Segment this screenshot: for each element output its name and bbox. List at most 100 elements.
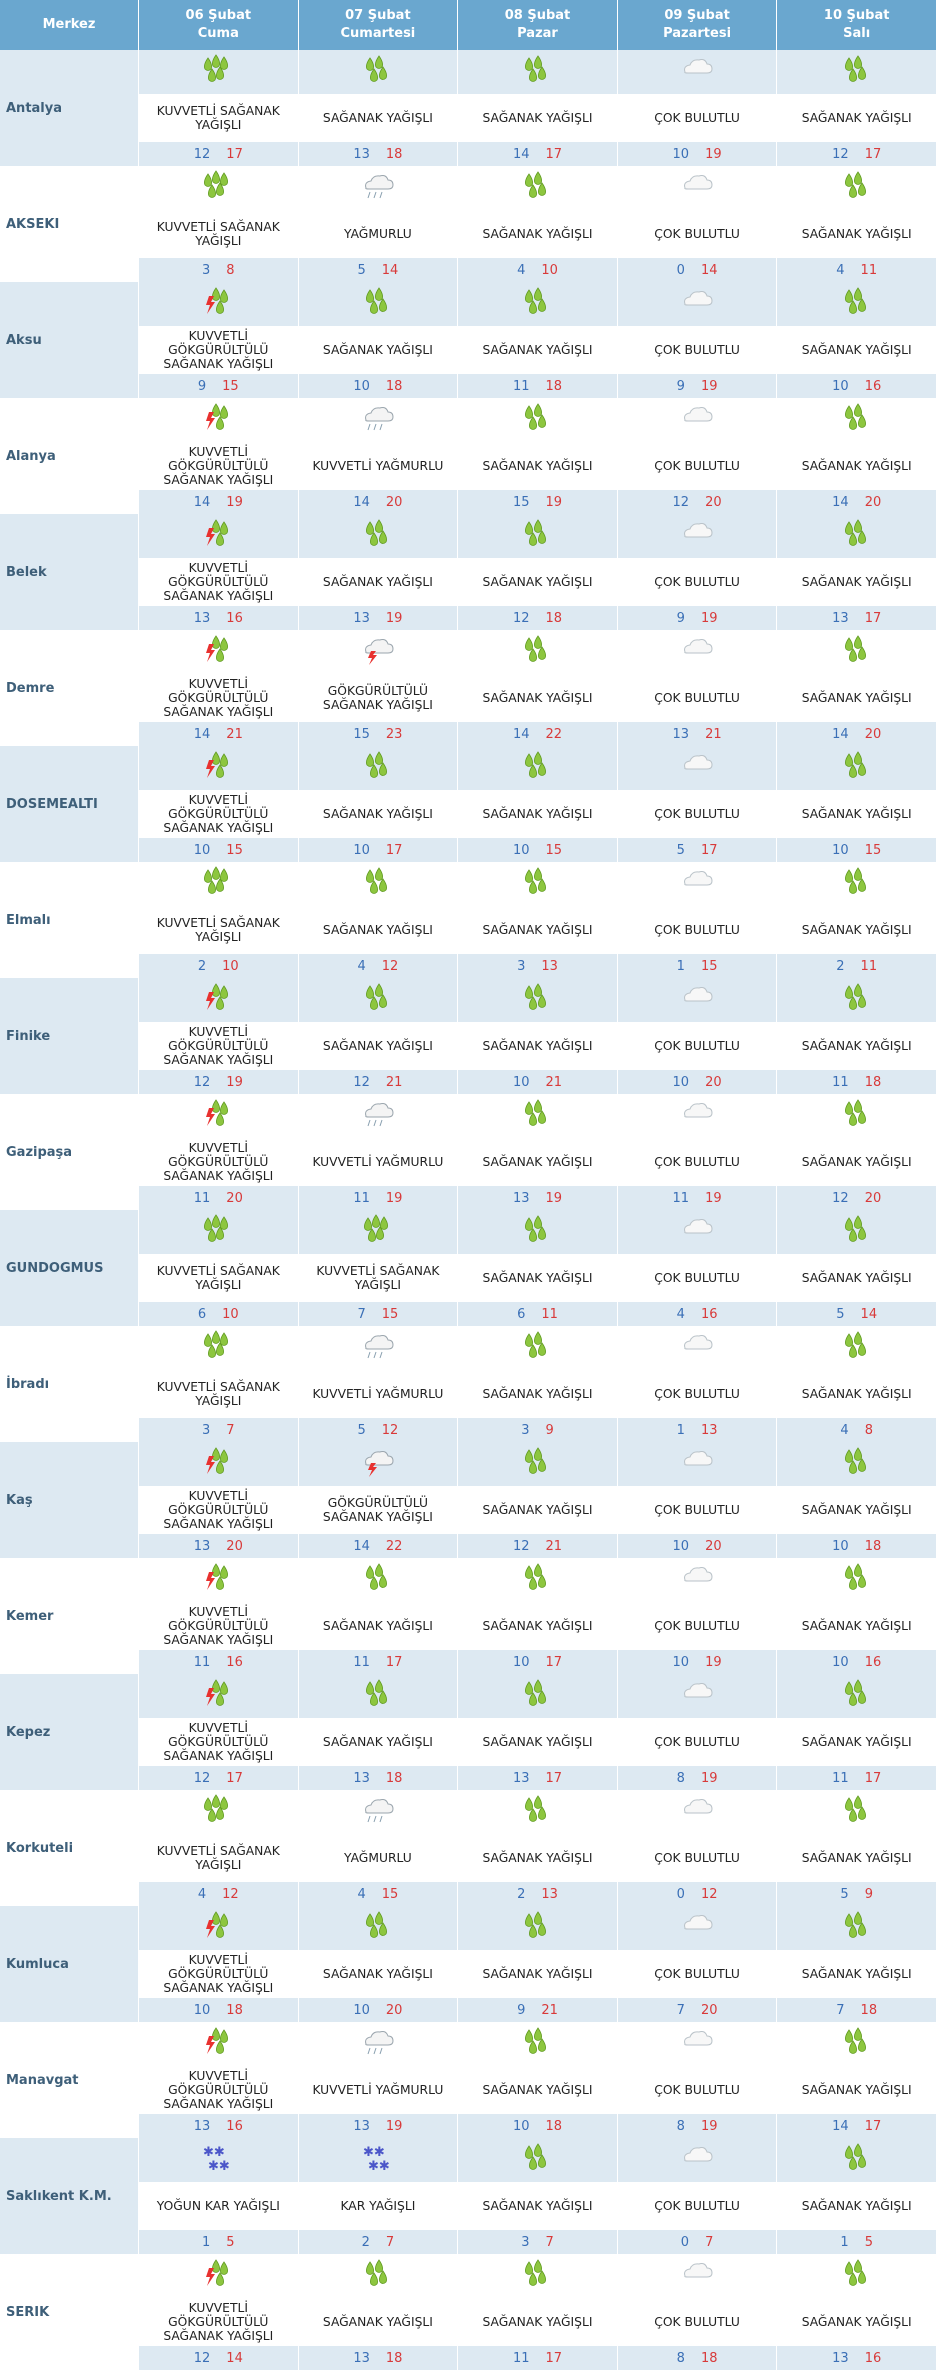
weather-description: KUVVETLİ GÖKGÜRÜLTÜLÜ SAĞANAK YAĞIŞLI: [138, 326, 299, 374]
weather-icon-cell: [776, 398, 937, 442]
shower-icon: [525, 1679, 547, 1706]
weather-description: KUVVETLİ SAĞANAK YAĞIŞLI: [138, 1254, 299, 1302]
min-temp: 10: [512, 2118, 530, 2134]
weather-icon-cell: [457, 1790, 618, 1834]
min-temp: 4: [357, 1886, 366, 1902]
max-temp: 10: [222, 958, 239, 974]
temperature-cell: 0 14: [617, 258, 778, 282]
weather-description: SAĞANAK YAĞIŞLI: [457, 94, 618, 142]
day-date: 08 Şubat: [504, 8, 571, 23]
city-name: İbradı: [0, 1326, 139, 1442]
weather-description: ÇOK BULUTLU: [617, 94, 778, 142]
max-temp: 20: [226, 1190, 243, 1206]
weather-description: ÇOK BULUTLU: [617, 1950, 778, 1998]
icon-row: Korkuteli: [0, 1790, 937, 1906]
max-temp: 13: [541, 1886, 558, 1902]
temperature-row: 11 16 11 17 10 17 10 19 10 16: [0, 1650, 937, 1674]
temperature-row: 4 12 4 15 2 13 0 12 5 9: [0, 1882, 937, 1906]
thunder-shower-icon: [206, 635, 229, 662]
weather-icon-cell: [138, 1674, 299, 1718]
temperature-cell: 10 19: [617, 1650, 778, 1674]
min-temp: 10: [353, 842, 370, 858]
weather-icon-cell: [776, 746, 937, 790]
min-temp: 0: [676, 1886, 685, 1902]
weather-icon-cell: [138, 1558, 299, 1602]
temperature-cell: 12 17: [776, 142, 937, 166]
temperature-cell: 12 21: [298, 1070, 459, 1094]
min-temp: 1: [840, 2234, 849, 2250]
min-temp: 5: [836, 1306, 845, 1322]
shower-icon: [365, 287, 387, 314]
icon-row: Alanya: [0, 398, 937, 514]
weather-icon-cell: [457, 1674, 618, 1718]
weather-icon-cell: [298, 2022, 459, 2066]
shower-icon: [844, 2143, 866, 2170]
cloudy-icon: [684, 755, 713, 770]
weather-description: SAĞANAK YAĞIŞLI: [776, 210, 937, 258]
weather-icon-cell: ✱✱ ✱✱: [138, 2138, 299, 2182]
cloudy-icon: [684, 523, 713, 538]
temperature-cell: 14 17: [776, 2114, 937, 2138]
shower-icon: [844, 867, 866, 894]
heavy-shower-icon: [363, 1214, 388, 1242]
temperature-row: 10 15 10 17 10 15 5 17 10 15: [0, 838, 937, 862]
temperature-row: 9 15 10 18 11 18 9 19 10 16: [0, 374, 937, 398]
city-name: Korkuteli: [0, 1790, 139, 1906]
min-temp: 13: [512, 1190, 530, 1206]
thunder-shower-icon: [206, 1563, 229, 1590]
max-temp: 7: [385, 2234, 395, 2250]
min-temp: 9: [676, 378, 685, 394]
weather-description: ÇOK BULUTLU: [617, 906, 778, 954]
weather-description: KUVVETLİ SAĞANAK YAĞIŞLI: [138, 94, 299, 142]
weather-description: SAĞANAK YAĞIŞLI: [298, 326, 459, 374]
min-temp: 10: [832, 842, 849, 858]
shower-icon: [525, 171, 547, 198]
weather-description: ÇOK BULUTLU: [617, 1138, 778, 1186]
temperature-cell: 4 10: [457, 258, 618, 282]
weather-description: SAĞANAK YAĞIŞLI: [776, 1370, 937, 1418]
temperature-cell: 11 19: [617, 1186, 778, 1210]
temperature-cell: 2 10: [138, 954, 299, 978]
max-temp: 12: [381, 958, 399, 974]
weather-icon-cell: [617, 166, 778, 210]
rain-icon: [364, 407, 394, 431]
day-date: 07 Şubat: [345, 8, 411, 23]
weather-description: ÇOK BULUTLU: [617, 1834, 778, 1882]
cloudy-icon: [684, 291, 713, 306]
min-temp: 9: [197, 378, 207, 394]
shower-icon: [844, 2027, 866, 2054]
weather-description: SAĞANAK YAĞIŞLI: [776, 1950, 937, 1998]
max-temp: 21: [226, 726, 243, 742]
min-temp: 8: [676, 2118, 685, 2134]
temperature-cell: 13 18: [298, 2346, 459, 2370]
weather-description: ÇOK BULUTLU: [617, 558, 778, 606]
max-temp: 14: [226, 2350, 243, 2366]
temperature-cell: 5 17: [617, 838, 778, 862]
temperature-cell: 11 17: [298, 1650, 459, 1674]
weather-icon-cell: [617, 1558, 778, 1602]
description-row: KUVVETLİ GÖKGÜRÜLTÜLÜ SAĞANAK YAĞIŞLI SAĞ…: [0, 1602, 937, 1650]
temperature-row: 13 20 14 22 12 21 10 20 10 18: [0, 1534, 937, 1558]
weather-description: KUVVETLİ SAĞANAK YAĞIŞLI: [138, 210, 299, 258]
min-temp: 11: [672, 1190, 690, 1206]
weather-icon-cell: [617, 630, 778, 674]
weather-description: SAĞANAK YAĞIŞLI: [776, 1834, 937, 1882]
weather-description: KUVVETLİ YAĞMURLU: [298, 2066, 459, 2114]
weather-description: SAĞANAK YAĞIŞLI: [776, 1602, 937, 1650]
max-temp: 18: [545, 610, 563, 626]
thunder-shower-icon: [206, 2259, 229, 2286]
icon-row: Aksu: [0, 282, 937, 398]
shower-icon: [525, 519, 547, 546]
min-temp: 13: [353, 1770, 370, 1786]
max-temp: 16: [700, 1306, 718, 1322]
weather-icon-cell: [457, 282, 618, 326]
min-temp: 15: [512, 494, 530, 510]
description-row: KUVVETLİ GÖKGÜRÜLTÜLÜ SAĞANAK YAĞIŞLI SAĞ…: [0, 1718, 937, 1766]
shower-icon: [525, 867, 547, 894]
weather-icon-cell: [776, 1906, 937, 1950]
temperature-cell: 13 20: [138, 1534, 299, 1558]
temperature-cell: 13 19: [298, 2114, 459, 2138]
temperature-cell: 13 21: [617, 722, 778, 746]
